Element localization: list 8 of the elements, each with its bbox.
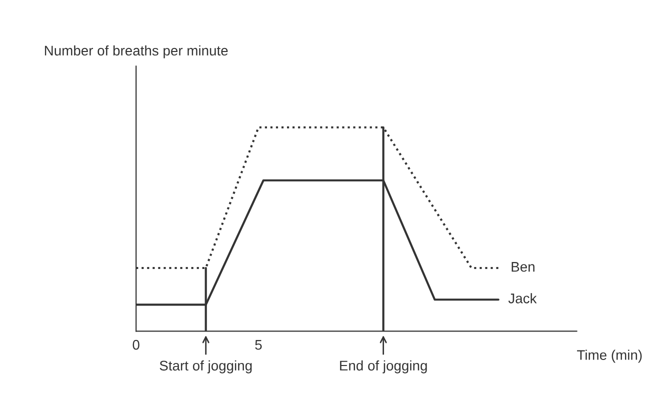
x-tick-label: 0 xyxy=(132,340,140,350)
series-label: Jack xyxy=(508,293,537,304)
ref-line-label: End of jogging xyxy=(340,360,427,374)
y-axis-title: Number of breaths per minute xyxy=(44,45,228,58)
series-label: Ben xyxy=(512,262,534,272)
x-axis-title: Time (min) xyxy=(577,350,642,363)
ref-line-label: Start of jogging xyxy=(160,360,252,374)
x-tick-label: 5 xyxy=(255,340,262,350)
